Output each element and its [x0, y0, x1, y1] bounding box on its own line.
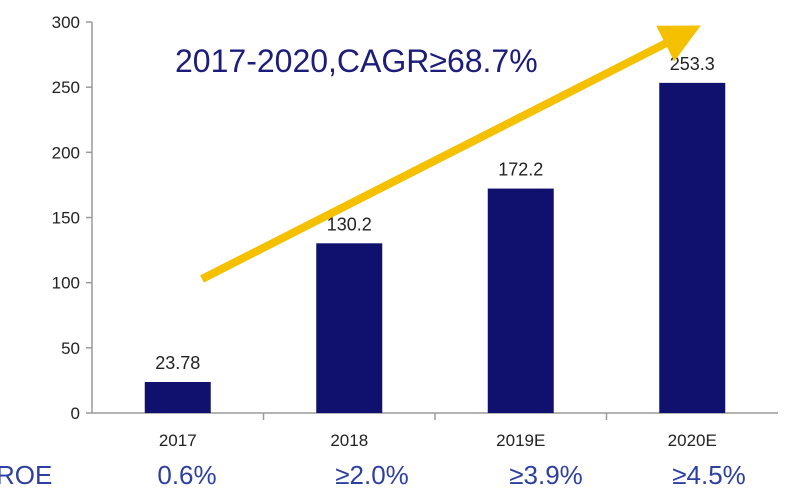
- bar-2017: [144, 382, 211, 413]
- growth-trend-arrow: [200, 25, 701, 283]
- roe-value-2018: ≥2.0%: [335, 460, 409, 490]
- data-label-2018: 130.2: [327, 214, 372, 234]
- x-tick-label-2018: 2018: [330, 431, 368, 450]
- bar-2018: [316, 243, 383, 413]
- y-tick-label: 50: [61, 339, 80, 358]
- bar-2019E: [487, 188, 554, 413]
- roe-row: ROE 0.6% ≥2.0% ≥3.9% ≥4.5%: [0, 460, 746, 490]
- y-tick-label: 300: [52, 13, 80, 32]
- data-label-2017: 23.78: [155, 353, 200, 373]
- roe-label: ROE: [0, 460, 52, 490]
- y-tick-label: 0: [71, 404, 80, 423]
- roe-value-2020E: ≥4.5%: [672, 460, 746, 490]
- axes: 0 50 100 150 200 250 300 2017 2018 2019E 2020E: [52, 13, 778, 450]
- data-labels: 23.78 130.2 172.2 253.3: [155, 54, 715, 373]
- y-tick-label: 250: [52, 78, 80, 97]
- bars: [144, 82, 726, 414]
- y-tick-label: 150: [52, 209, 80, 228]
- y-tick-label: 100: [52, 274, 80, 293]
- x-tick-label-2019E: 2019E: [496, 431, 545, 450]
- y-tick-label: 200: [52, 143, 80, 162]
- x-tick-label-2020E: 2020E: [668, 431, 717, 450]
- bar-2020E: [659, 82, 726, 414]
- x-tick-label-2017: 2017: [159, 431, 197, 450]
- data-label-2020E: 253.3: [670, 54, 715, 74]
- data-label-2019E: 172.2: [498, 160, 543, 180]
- cagr-annotation: 2017-2020,CAGR≥68.7%: [175, 43, 538, 79]
- roe-value-2019E: ≥3.9%: [509, 460, 583, 490]
- roe-value-2017: 0.6%: [157, 460, 216, 490]
